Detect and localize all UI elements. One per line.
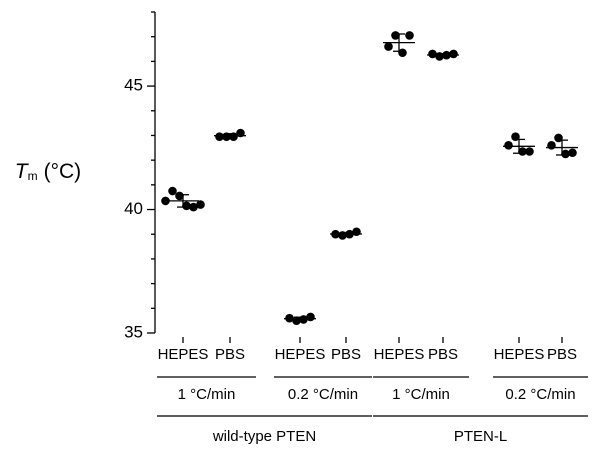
data-point xyxy=(189,202,198,212)
data-point xyxy=(161,196,170,206)
x-tick-label: PBS xyxy=(331,346,361,363)
data-point xyxy=(182,201,191,211)
data-point xyxy=(547,141,556,150)
x-tick-label: HEPES xyxy=(158,346,209,363)
y-axis-label: Tm (°C) xyxy=(15,160,81,184)
data-point xyxy=(428,49,437,59)
y-tick-label: 40 xyxy=(124,199,143,218)
y-label-unit: (°C) xyxy=(44,160,82,183)
rate-label: 0.2 °C/min xyxy=(505,386,575,403)
data-point xyxy=(525,147,534,156)
rate-label: 1 °C/min xyxy=(392,386,450,403)
protein-label: PTEN-L xyxy=(454,428,507,445)
data-point xyxy=(449,49,458,59)
y-label-subscript: m xyxy=(28,169,38,183)
x-tick-label: HEPES xyxy=(374,346,425,363)
data-point xyxy=(504,141,513,150)
data-point xyxy=(561,149,570,159)
data-point xyxy=(196,200,205,209)
y-tick-label: 35 xyxy=(124,322,143,341)
data-point xyxy=(384,42,393,51)
x-tick-label: HEPES xyxy=(275,346,326,363)
y-tick-label: 45 xyxy=(124,76,143,95)
data-point xyxy=(229,132,238,141)
data-point xyxy=(398,48,407,58)
data-point xyxy=(391,31,400,40)
data-point xyxy=(168,186,177,196)
x-tick-label: PBS xyxy=(547,346,577,363)
x-tick-label: PBS xyxy=(215,346,245,363)
data-point xyxy=(222,132,231,141)
data-point xyxy=(568,148,577,158)
data-point xyxy=(215,132,224,141)
data-point xyxy=(352,227,361,237)
rate-label: 1 °C/min xyxy=(178,386,236,403)
x-tick-label: PBS xyxy=(428,346,458,363)
data-point xyxy=(175,191,184,201)
data-point xyxy=(405,31,414,40)
protein-label: wild-type PTEN xyxy=(212,428,316,445)
data-point xyxy=(306,312,315,322)
x-tick-label: HEPES xyxy=(494,346,545,363)
y-label-symbol: T xyxy=(15,160,30,183)
rate-label: 0.2 °C/min xyxy=(288,386,358,403)
